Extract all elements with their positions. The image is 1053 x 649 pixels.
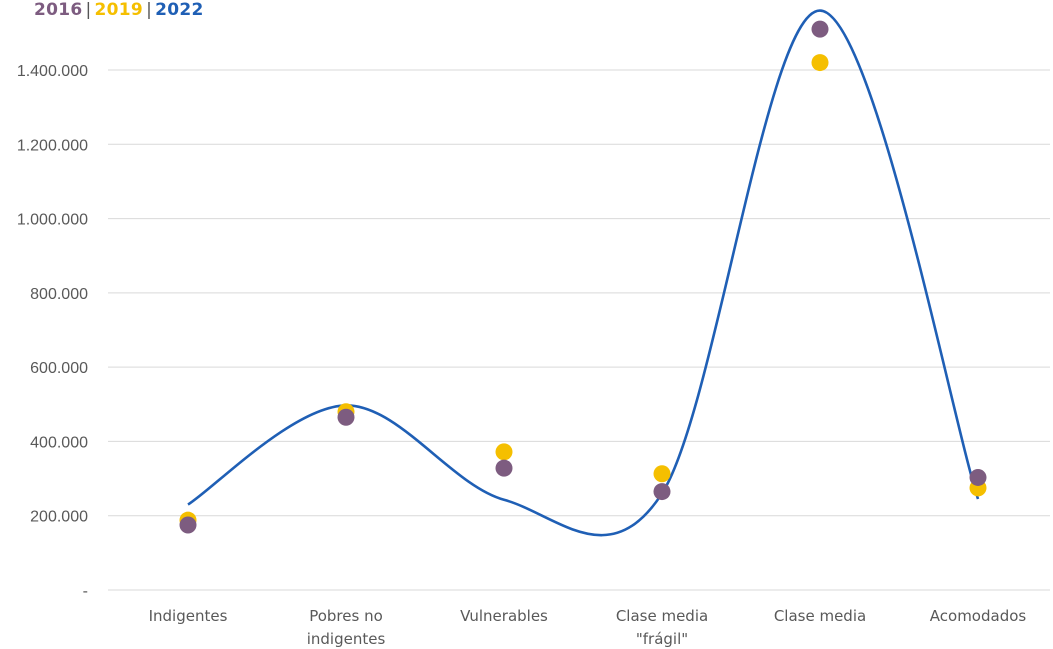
point-2016 (179, 516, 197, 534)
y-tick-label: 1.000.000 (17, 212, 88, 229)
point-2016 (969, 468, 987, 486)
x-tick-label: Pobres no (309, 607, 383, 625)
point-2016 (811, 20, 829, 38)
grid-lines (108, 69, 1050, 591)
point-2019 (653, 465, 671, 483)
y-tick-label: 200.000 (30, 509, 88, 526)
y-tick-label: - (83, 583, 88, 600)
y-tick-label: 1.200.000 (17, 137, 88, 154)
point-2019 (811, 54, 829, 72)
x-tick-label: Clase media (774, 607, 866, 625)
series-2022-line-path (187, 9, 980, 537)
legend: 2016 | 2019 | 2022 (34, 0, 204, 20)
y-axis-ticks: - 200.000 400.000 600.000 800.000 1.000.000 1.… (17, 63, 88, 600)
series-2022-line (187, 9, 980, 537)
x-tick-label: Vulnerables (460, 607, 548, 625)
legend-2022: 2022 (155, 0, 204, 20)
x-tick-label: Clase media (616, 607, 708, 625)
point-2016 (337, 408, 355, 426)
y-tick-label: 800.000 (30, 286, 88, 303)
legend-separator: | (85, 0, 92, 20)
x-tick-label: "frágil" (636, 630, 688, 648)
y-tick-label: 400.000 (30, 434, 88, 451)
legend-2019: 2019 (94, 0, 144, 20)
point-2016 (495, 459, 513, 477)
point-2019 (495, 443, 513, 461)
y-tick-label: 1.400.000 (17, 63, 88, 80)
x-tick-label: indigentes (307, 630, 386, 648)
x-axis-ticks: Indigentes Pobres no indigentes Vulnerables… (149, 607, 1027, 648)
legend-separator: | (146, 0, 153, 20)
x-tick-label: Indigentes (149, 607, 228, 625)
point-2016 (653, 483, 671, 501)
legend-2016: 2016 (34, 0, 83, 20)
x-tick-label: Acomodados (930, 607, 1027, 625)
y-tick-label: 600.000 (30, 360, 88, 377)
series-dots (179, 20, 987, 534)
